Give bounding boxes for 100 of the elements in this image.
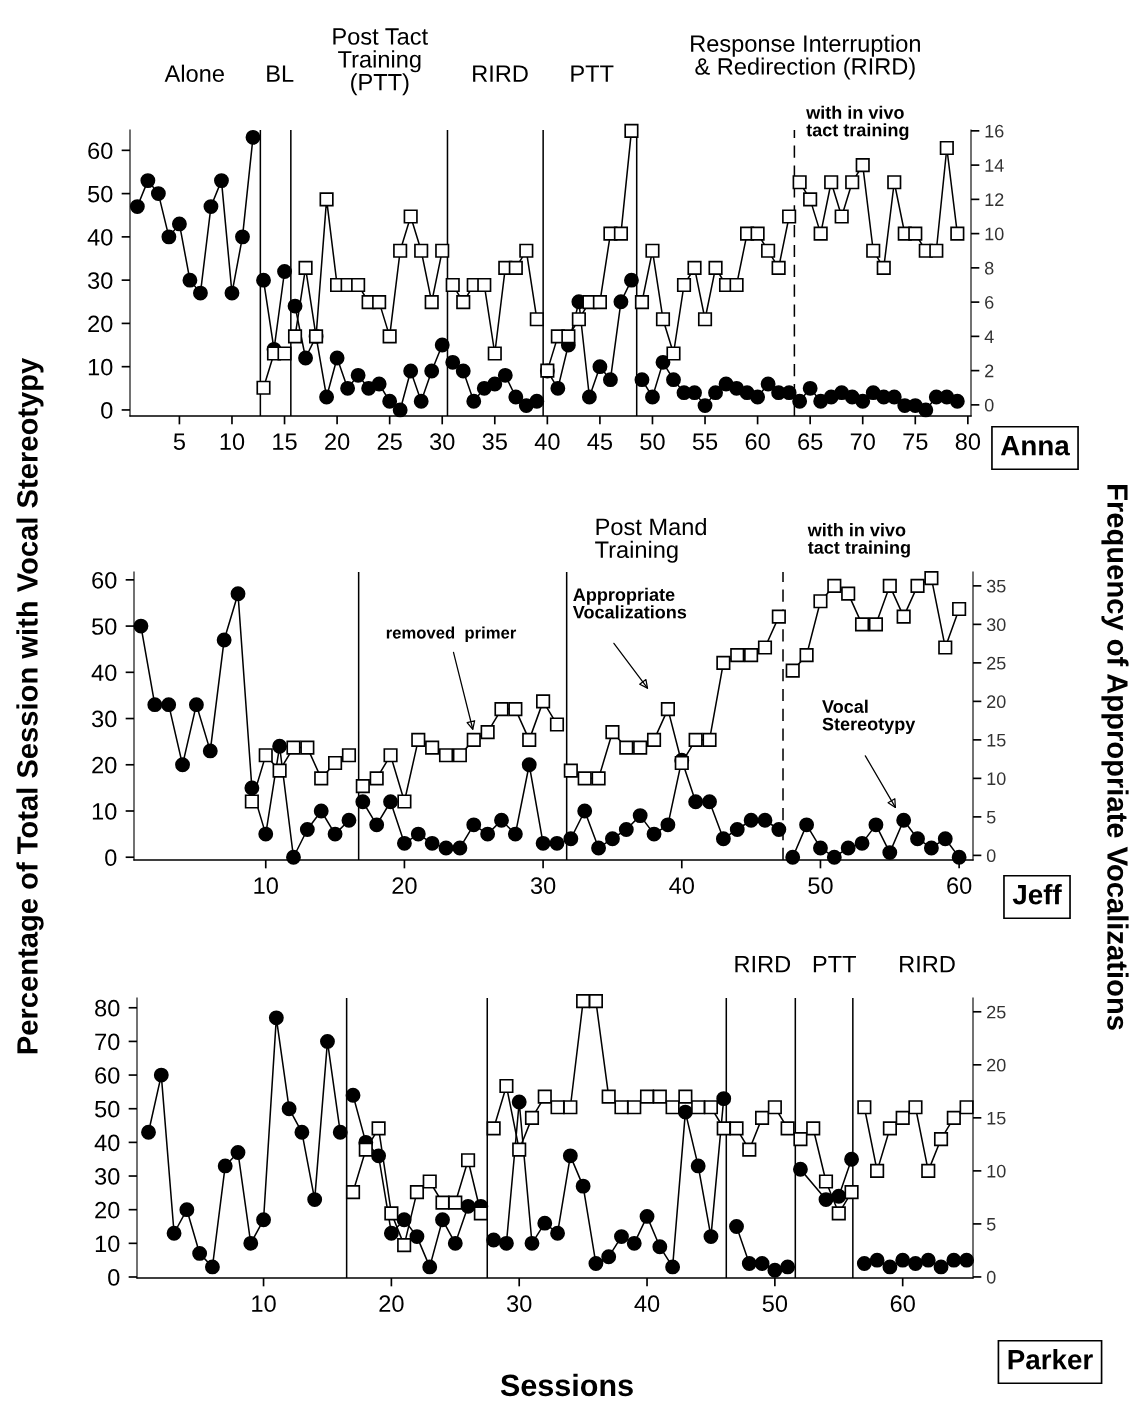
y-tick-label: 40 [87,228,113,246]
point [384,1206,399,1221]
point [536,694,551,709]
y2-tick-label: 20 [987,695,1006,709]
y-tick-label: 10 [92,803,117,820]
point [896,812,912,828]
point [744,648,759,663]
x-tick-label: 65 [798,433,823,451]
point [549,835,565,851]
point [480,826,496,842]
x-tick-label: 20 [392,877,417,895]
point [216,632,232,648]
x-tick-label: 50 [808,877,833,895]
y2-tick-label: 0 [986,1270,996,1284]
y-tick-label: 60 [88,142,113,160]
point [383,748,398,763]
point [480,725,495,740]
point [678,1089,693,1104]
point [396,835,412,851]
point [639,1089,655,1104]
x-tick-label: 30 [429,433,455,451]
y-tick-label: 20 [92,756,117,774]
point [411,732,426,747]
x-tick-label: 10 [220,433,245,451]
point [646,732,662,747]
point [588,994,603,1009]
point [627,1100,642,1115]
point [754,1110,770,1125]
point [827,578,842,593]
point [202,743,218,759]
point [448,1195,463,1210]
x-tick-label: 20 [379,1295,404,1313]
point [473,1206,488,1221]
y2-tick-label: 15 [987,733,1006,747]
point [716,655,731,670]
y2-tick-label: 20 [987,1058,1006,1072]
point [300,740,315,755]
point [397,794,412,809]
y2-tick-label: 25 [987,656,1006,670]
point [632,808,648,824]
y-tick-label: 30 [94,1168,120,1185]
x-tick-label: 10 [252,1295,276,1313]
point [369,771,384,786]
y-tick-label: 80 [95,999,120,1017]
point [660,701,675,717]
point [715,831,731,847]
point [577,771,592,786]
point [355,794,371,810]
point [799,817,815,833]
annotation: Vocal Stereotypy [822,699,916,734]
point [188,697,204,713]
text: with in vivo tact training [807,523,910,558]
point [742,1142,757,1157]
y2-tick-label: 0 [984,398,994,412]
point [854,617,870,632]
x-tick-label: 75 [903,433,928,451]
y-tick-label: 30 [87,272,113,289]
point [895,1110,910,1125]
y2-tick-label: 2 [985,364,994,378]
text: Response Interruption & Redirection (RIRD) [691,34,920,80]
point [299,822,315,837]
point [605,831,620,847]
point [175,757,190,773]
point [522,732,537,747]
annotation: removed primer [386,626,517,642]
x-tick-label: 40 [634,1295,660,1313]
point [494,812,509,828]
y-tick-label: 0 [101,402,113,419]
point [345,1185,361,1200]
point [703,1100,719,1115]
x-tick-label: 60 [745,433,770,451]
text: Jeff [1012,884,1062,905]
y2-tick-label: 35 [986,579,1006,593]
point [844,1185,859,1200]
y2-tick-label: 30 [986,618,1006,632]
point [688,732,703,747]
point [946,1110,961,1125]
y-tick-label: 50 [95,1100,120,1118]
point [793,1131,808,1147]
y2-tick-label: 12 [985,193,1004,206]
point [512,1142,527,1157]
text: RIRD [473,65,528,82]
point [161,697,177,713]
point [327,755,343,771]
x-tick-label: 20 [325,433,350,451]
point [688,794,704,810]
point [818,1174,834,1189]
point [702,794,717,810]
point [841,586,856,601]
point [691,1100,706,1115]
point [921,1163,936,1178]
point [499,1078,514,1094]
point [868,617,884,632]
text: BL [267,65,294,82]
y-tick-label: 60 [95,1067,120,1084]
point [868,817,884,833]
x-tick-label: 40 [534,433,560,451]
point [422,1174,437,1189]
x-axis-title: Sessions [500,1373,633,1397]
y2-tick-label: 14 [985,159,1004,172]
